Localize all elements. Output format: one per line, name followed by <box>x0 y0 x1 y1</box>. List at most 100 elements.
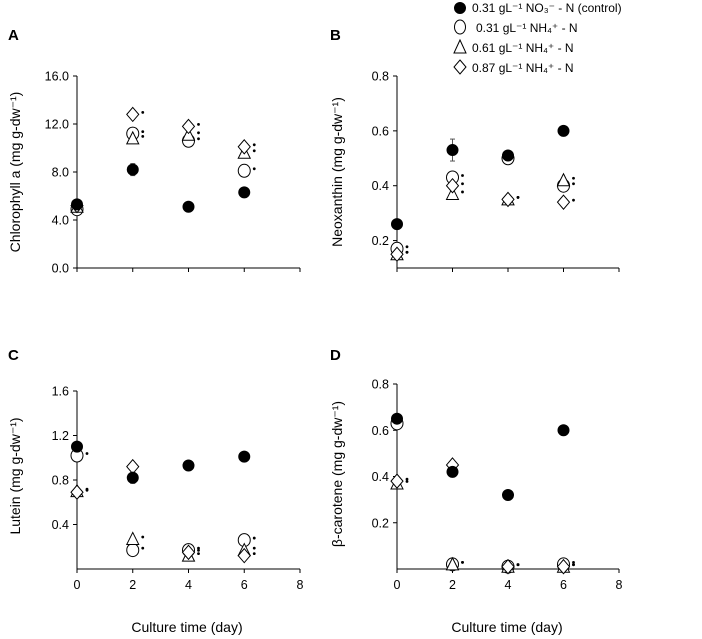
panel-letter-c: C <box>8 347 19 364</box>
legend-marker-nh4-031 <box>454 19 466 35</box>
significance-mark <box>141 111 145 114</box>
data-point-nh4-087-b <box>556 194 571 210</box>
significance-mark <box>85 488 89 492</box>
significance-mark <box>572 176 575 180</box>
data-point-control-a <box>238 186 251 199</box>
legend-label-nh4-061: 0.61 gL⁻¹ NH₄⁺ - N <box>472 41 574 55</box>
data-point-control-b <box>446 144 459 157</box>
y-tick-label: 0.8 <box>372 378 389 392</box>
significance-mark <box>141 546 145 550</box>
significance-mark <box>405 245 409 249</box>
x-tick-label: 6 <box>241 578 248 592</box>
y-tick-label: 0.6 <box>372 124 389 138</box>
data-point-control-b <box>502 149 514 162</box>
data-point-nh4-061-c <box>125 531 140 545</box>
legend-label-nh4-031: 0.31 gL⁻¹ NH₄⁺ - N <box>476 21 578 35</box>
data-point-nh4-087-a <box>237 139 251 155</box>
data-point-nh4-087-c <box>181 544 196 561</box>
significance-mark <box>252 167 256 171</box>
data-point-control-c <box>238 450 251 463</box>
data-point-control-a <box>126 163 139 176</box>
x-tick-label: 2 <box>129 578 136 592</box>
panel-letter-b: B <box>330 27 341 44</box>
y-tick-label: 0.4 <box>372 470 389 484</box>
x-tick-label: 0 <box>74 578 81 592</box>
y-tick-label: 0.8 <box>372 70 389 84</box>
significance-mark <box>197 552 200 556</box>
x-tick-label: 6 <box>560 578 567 592</box>
data-point-nh4-061-d <box>445 556 460 571</box>
significance-mark <box>252 149 256 153</box>
panel-letter-d: D <box>330 347 341 364</box>
data-point-control-d <box>446 465 459 478</box>
legend-marker-control <box>454 2 466 14</box>
x-axis-label-d: Culture time (day) <box>451 619 562 635</box>
y-tick-label: 0.0 <box>52 262 69 276</box>
data-point-nh4-087-a <box>126 106 140 123</box>
data-point-nh4-087-d <box>390 473 404 489</box>
data-point-nh4-061-b <box>556 172 571 187</box>
significance-mark <box>197 137 200 141</box>
significance-mark <box>252 143 256 147</box>
y-tick-label: 0.2 <box>372 516 389 530</box>
y-tick-label: 0.2 <box>372 234 389 248</box>
legend-label-control: 0.31 gL⁻¹ NO₃⁻ - N (control) <box>472 1 622 15</box>
significance-mark <box>252 552 256 556</box>
data-point-control-c <box>126 471 139 484</box>
data-point-nh4-031-a <box>237 163 251 178</box>
significance-mark <box>197 131 200 135</box>
significance-mark <box>461 190 464 194</box>
significance-mark <box>252 546 256 550</box>
y-tick-label: 1.6 <box>52 385 69 399</box>
data-point-nh4-061-a <box>181 127 196 141</box>
panel-a: A Chlorophyll a (mg g-dw⁻¹) 0.0 4.0 8.0 12.… <box>7 27 301 276</box>
y-tick-label: 0.8 <box>52 474 69 488</box>
significance-mark <box>516 196 520 199</box>
significance-mark <box>405 477 409 481</box>
y-axis-label-d: β-carotene (mg g-dw⁻¹) <box>329 401 345 547</box>
y-tick-label: 0.6 <box>372 424 389 438</box>
x-tick-label: 0 <box>394 578 401 592</box>
significance-mark <box>461 174 464 177</box>
significance-mark <box>572 198 575 202</box>
significance-mark <box>572 560 575 564</box>
data-point-nh4-087-a <box>181 118 196 135</box>
y-tick-label: 4.0 <box>52 214 69 228</box>
significance-mark <box>85 452 89 455</box>
panel-b: B Neoxanthin (mg g-dw⁻¹) 0.2 0.4 0.6 0.8 <box>329 27 620 272</box>
legend-label-nh4-087: 0.87 gL⁻¹ NH₄⁺ - N <box>472 61 574 75</box>
significance-mark <box>516 563 520 567</box>
significance-mark <box>197 123 200 126</box>
y-tick-label: 0.4 <box>372 179 389 193</box>
y-axis-label-b: Neoxanthin (mg g-dw⁻¹) <box>329 97 345 247</box>
data-point-nh4-087-b <box>390 246 404 263</box>
x-tick-label: 4 <box>185 578 192 592</box>
significance-mark <box>197 548 200 552</box>
legend-marker-nh4-061 <box>453 38 467 54</box>
significance-mark <box>405 480 409 483</box>
legend: 0.31 gL⁻¹ NO₃⁻ - N (control) 0.31 gL⁻¹ N… <box>453 1 622 75</box>
legend-marker-nh4-087 <box>453 59 467 75</box>
x-tick-label: 4 <box>505 578 512 592</box>
data-point-control-d <box>391 412 403 425</box>
significance-mark <box>197 546 200 550</box>
data-point-control-a <box>71 198 83 211</box>
x-tick-label: 8 <box>297 578 304 592</box>
significance-mark <box>572 182 575 186</box>
panel-c: C Lutein (mg g-dw⁻¹) Culture time (day) … <box>7 347 304 635</box>
data-point-nh4-061-a <box>125 130 140 145</box>
x-tick-label: 8 <box>616 578 623 592</box>
data-point-nh4-087-b <box>445 177 460 194</box>
data-point-control-d <box>502 489 514 501</box>
data-point-nh4-087-c <box>126 458 140 475</box>
y-tick-label: 12.0 <box>45 118 69 132</box>
data-point-nh4-087-b <box>501 191 515 208</box>
y-tick-label: 16.0 <box>45 70 69 84</box>
data-point-control-b <box>557 124 570 137</box>
y-tick-label: 8.0 <box>52 166 69 180</box>
data-point-control-c <box>71 440 83 453</box>
y-tick-label: 1.2 <box>52 429 69 443</box>
significance-mark <box>141 135 145 138</box>
data-point-nh4-087-c <box>237 547 251 564</box>
